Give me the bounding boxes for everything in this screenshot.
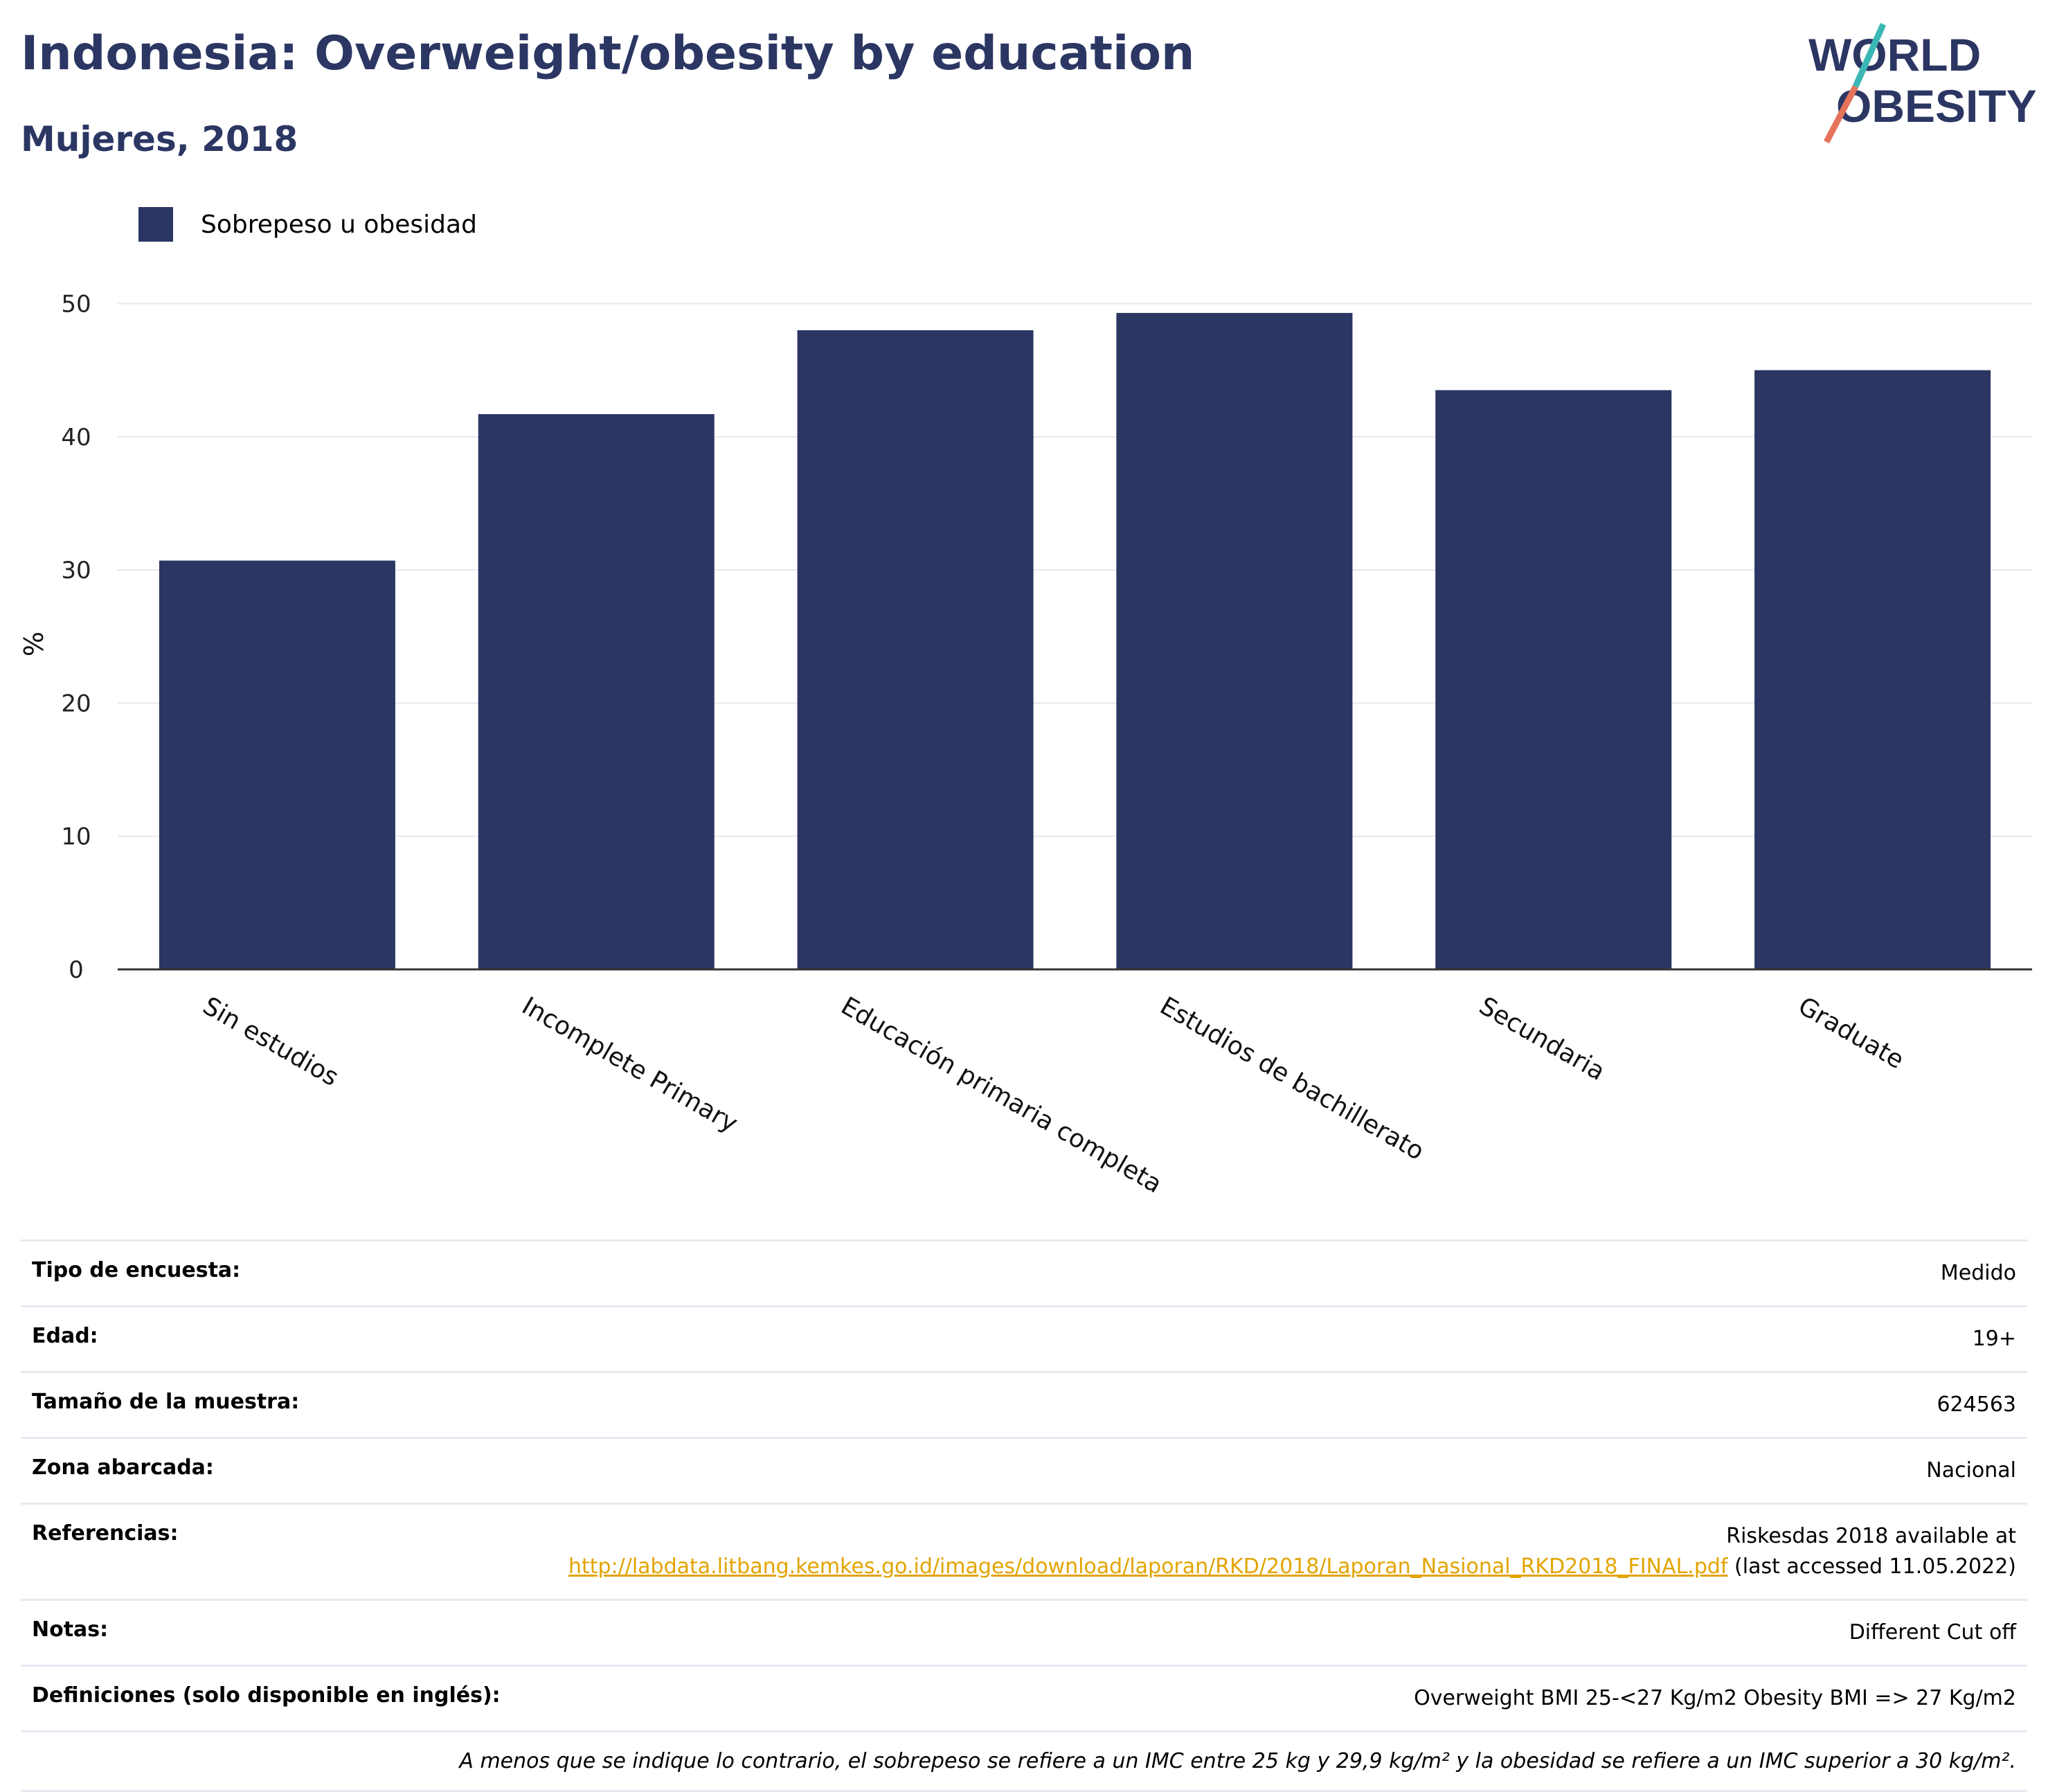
info-row-references: Referencias: Riskesdas 2018 available at… [21,1503,2027,1599]
info-value: 624563 [1937,1392,2016,1417]
page-subtitle: Mujeres, 2018 [21,119,298,159]
logo-word-1: WORLD [1808,29,1981,80]
info-value: Overweight BMI 25-<27 Kg/m2 Obesity BMI … [1414,1686,2016,1710]
legend-label: Sobrepeso u obesidad [201,210,477,239]
info-row: Tipo de encuesta: Medido [21,1239,2027,1305]
page-title: Indonesia: Overweight/obesity by educati… [21,26,1195,81]
x-tick-label: Graduate [1793,992,1909,1075]
info-row: Notas: Different Cut off [21,1599,2027,1665]
info-row: Tamaño de la muestra: 624563 [21,1371,2027,1437]
chart-legend: Sobrepeso u obesidad [138,206,477,242]
info-key: Definiciones (solo disponible en inglés)… [32,1683,501,1708]
info-table: Tipo de encuesta: Medido Edad: 19+ Tamaño de… [21,1239,2027,1792]
references-key: Referencias: [32,1521,179,1545]
y-tick-label: 10 [61,823,91,851]
info-key: Edad: [32,1324,98,1348]
bar [1754,370,1991,969]
y-axis-title: % [19,631,49,656]
info-key: Tamaño de la muestra: [32,1390,300,1414]
info-value: Nacional [1926,1458,2016,1482]
x-tick-label: Incomplete Primary [517,992,742,1138]
bar [1435,390,1672,969]
info-key: Tipo de encuesta: [32,1258,241,1282]
references-text: Riskesdas 2018 available at [1726,1524,2016,1548]
y-tick-label: 50 [61,290,91,318]
logo-word-2: OBESITY [1836,80,2036,132]
info-value: 19+ [1972,1327,2016,1351]
y-tick-label: 30 [61,557,91,584]
world-obesity-logo: WORLD OBESITY [1808,23,2036,144]
info-row: Definiciones (solo disponible en inglés)… [21,1665,2027,1730]
y-tick-label: 0 [69,956,84,984]
bar [159,560,395,969]
y-tick-label: 40 [61,424,91,451]
info-value: Medido [1940,1261,2016,1285]
legend-swatch [138,207,173,242]
references-value: Riskesdas 2018 available at http://labda… [568,1521,2016,1582]
bar [797,330,1034,969]
x-tick-label: Estudios de bachillerato [1155,992,1428,1166]
x-tick-label: Educación primaria completa [836,992,1167,1199]
logo-slash-teal [1852,23,1887,88]
info-row: Edad: 19+ [21,1305,2027,1371]
bar-chart: 0 10 20 30 40 50 Sin estudios Incomplete Primar… [19,290,2032,1199]
bar [478,414,715,969]
info-value: Different Cut off [1849,1620,2016,1645]
references-link[interactable]: http://labdata.litbang.kemkes.go.id/imag… [568,1554,1728,1579]
bar [1116,312,1353,969]
references-accessed: (last accessed 11.05.2022) [1734,1554,2016,1579]
y-tick-label: 20 [61,690,91,717]
info-key: Zona abarcada: [32,1455,214,1480]
x-tick-label: Sin estudios [198,992,343,1092]
logo-slash-coral [1824,84,1858,144]
info-row: Zona abarcada: Nacional [21,1437,2027,1503]
info-key: Notas: [32,1618,109,1642]
x-tick-label: Secundaria [1474,992,1610,1086]
footnote: A menos que se indique lo contrario, el … [21,1730,2027,1792]
